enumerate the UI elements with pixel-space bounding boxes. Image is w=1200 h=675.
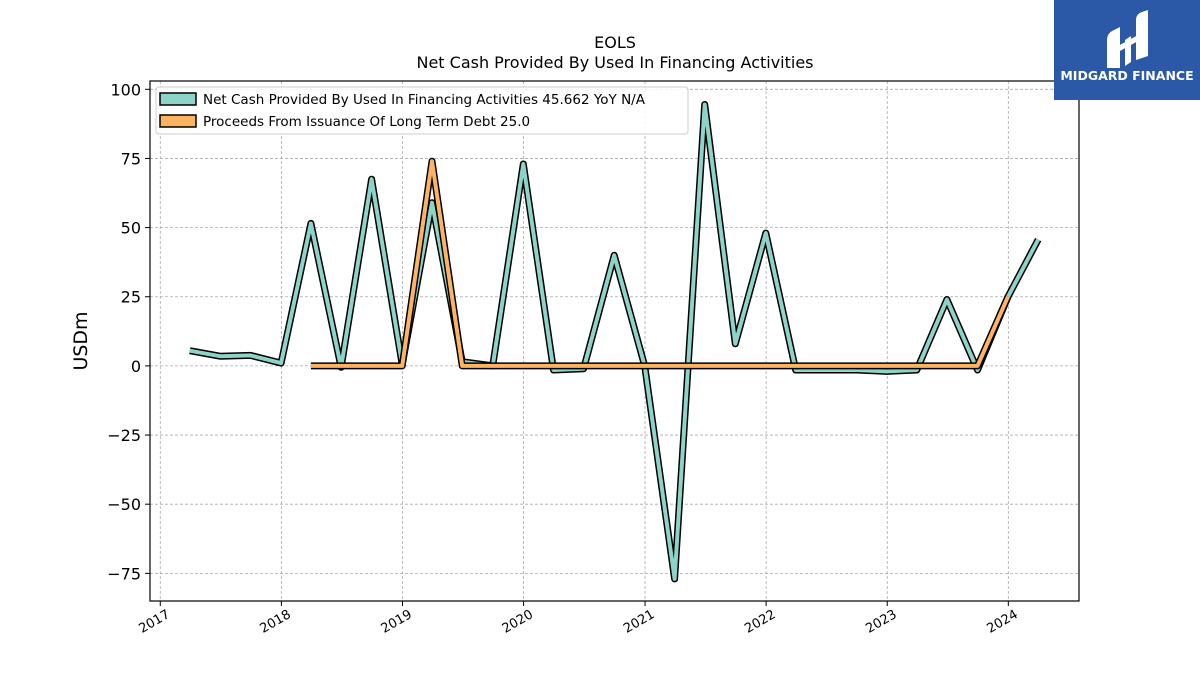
series-line-1 — [310, 159, 1010, 368]
y-tick-label: 0 — [131, 357, 141, 376]
y-tick-label: −50 — [107, 495, 141, 514]
x-axis: 2017 2018 2019 2020 2021 2022 2023 2024 — [136, 601, 1021, 637]
legend-swatch-net-cash — [159, 92, 197, 106]
x-tick-label: 2021 — [621, 607, 657, 637]
legend-box — [155, 86, 689, 135]
y-tick-label: 100 — [110, 80, 141, 99]
legend-label-net-cash: Net Cash Provided By Used In Financing A… — [203, 92, 646, 108]
x-tick-label: 2024 — [984, 607, 1020, 637]
legend-label-long-term-debt: Proceeds From Issuance Of Long Term Debt… — [203, 114, 530, 130]
x-tick-label: 2022 — [742, 607, 778, 637]
legend-swatch-long-term-debt — [159, 114, 197, 128]
y-axis: −75 −50 −25 0 25 50 75 100 — [107, 80, 150, 583]
brand-logo: MIDGARD FINANCE — [1054, 0, 1200, 100]
plot-frame — [149, 80, 1080, 602]
y-tick-label: 75 — [121, 149, 141, 168]
brand-logo-text: MIDGARD FINANCE — [1060, 68, 1193, 83]
series-line-0 — [189, 102, 1040, 581]
x-tick-label: 2017 — [136, 607, 172, 637]
y-tick-label: 25 — [121, 288, 141, 307]
y-tick-label: 50 — [121, 219, 141, 238]
x-tick-label: 2020 — [500, 607, 536, 637]
chart-subtitle: Net Cash Provided By Used In Financing A… — [416, 53, 813, 72]
legend: Net Cash Provided By Used In Financing A… — [155, 86, 689, 135]
series-layer — [189, 101, 1042, 583]
x-tick-label: 2019 — [379, 607, 415, 637]
series-outline-0 — [189, 101, 1042, 583]
y-tick-label: −75 — [107, 564, 141, 583]
x-tick-label: 2018 — [258, 607, 294, 637]
y-tick-label: −25 — [107, 426, 141, 445]
brand-logo-icon — [1107, 10, 1148, 68]
x-tick-label: 2023 — [863, 607, 899, 637]
chart-title: EOLS — [594, 33, 636, 52]
y-axis-label: USDm — [70, 311, 92, 370]
